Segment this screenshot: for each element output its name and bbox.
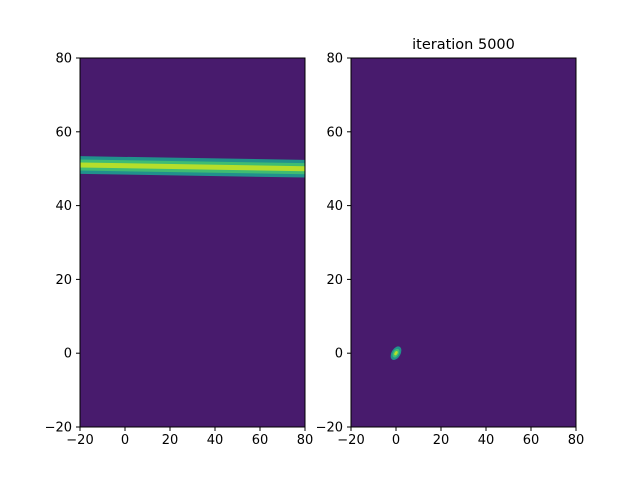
blob-peak	[394, 351, 398, 356]
x-tick-label: 20	[162, 433, 179, 448]
y-tick-label: 40	[55, 199, 72, 214]
x-tick-label: 40	[207, 433, 224, 448]
y-tick-label: 80	[55, 52, 72, 67]
y-tick-label: 80	[326, 52, 343, 67]
y-tick-label: −20	[316, 421, 343, 436]
left-heatmap-panel: −20 0 20 40 60 80 −20 0 20 40 60 80	[45, 52, 314, 449]
ridge-peak-band	[80, 162, 305, 172]
y-tick-label: 20	[55, 273, 72, 288]
x-tick-label: 80	[568, 433, 585, 448]
x-tick-label: −20	[66, 433, 93, 448]
y-tick-label: 40	[326, 199, 343, 214]
y-tick-label: 20	[326, 273, 343, 288]
y-tick-label: 0	[335, 347, 343, 362]
axes-frame	[79, 57, 306, 428]
heatmap-marks	[80, 156, 305, 178]
x-tick-label: 40	[478, 433, 495, 448]
x-tick-label: 60	[252, 433, 269, 448]
heatmap-marks	[390, 346, 402, 360]
x-tick-label: 60	[523, 433, 540, 448]
y-tick-label: 0	[64, 347, 72, 362]
x-tick-label: −20	[337, 433, 364, 448]
right-panel-title: iteration 5000	[412, 37, 515, 53]
axes-frame	[350, 57, 577, 428]
y-tick-label: 60	[55, 125, 72, 140]
y-tick-label: −20	[45, 421, 72, 436]
y-tick-label: 60	[326, 125, 343, 140]
heatmap-background	[351, 58, 576, 427]
x-tick-label: 20	[433, 433, 450, 448]
x-tick-label: 80	[297, 433, 314, 448]
heatmap-background	[80, 58, 305, 427]
right-heatmap-panel: iteration 5000 −20 0 20 40 60 80 −20 0 20 40 60 80	[316, 37, 585, 448]
x-tick-label: 0	[392, 433, 400, 448]
x-tick-label: 0	[121, 433, 129, 448]
